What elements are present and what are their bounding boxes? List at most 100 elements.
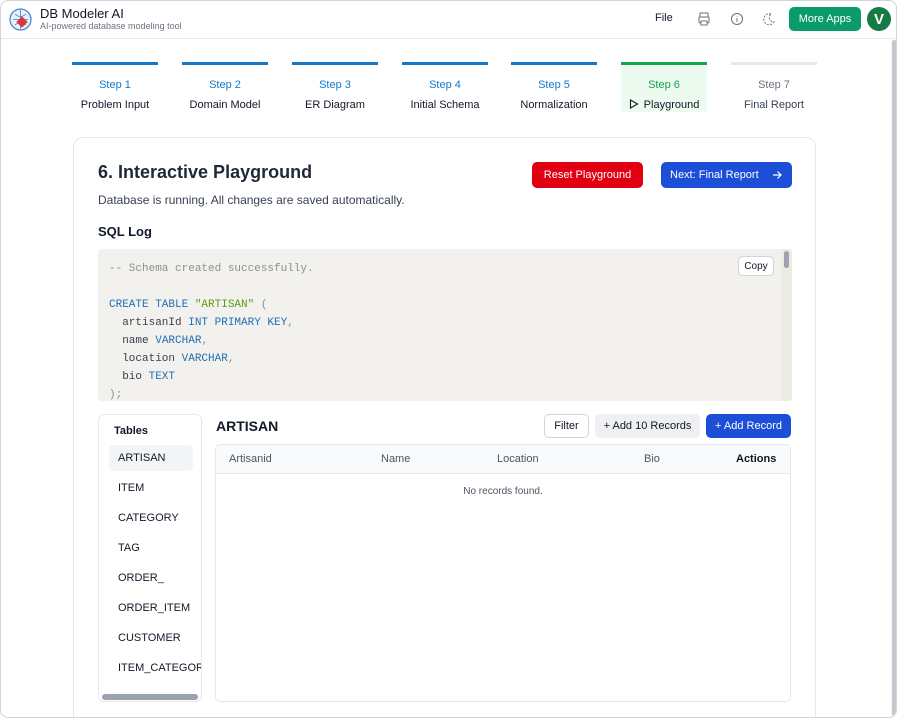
copy-button[interactable]: Copy — [738, 256, 774, 276]
play-icon — [629, 99, 639, 109]
code-token: VARCHAR — [155, 335, 202, 347]
avatar[interactable]: V — [867, 7, 891, 31]
code-line: location VARCHAR, — [109, 350, 314, 368]
table-title: ARTISAN — [216, 418, 279, 434]
print-icon[interactable] — [698, 12, 710, 26]
table-item[interactable]: ORDER_ — [118, 572, 164, 584]
code-line: artisanId INT PRIMARY KEY, — [109, 314, 314, 332]
header: DB Modeler AI AI-powered database modeli… — [1, 1, 896, 39]
code-line: ); — [109, 386, 314, 401]
page-scrollbar-thumb[interactable] — [892, 40, 896, 716]
code-token: TEXT — [148, 371, 176, 383]
code-token: INT PRIMARY KEY — [188, 317, 288, 329]
code-token: , — [227, 353, 235, 365]
page-scrollbar — [891, 38, 896, 717]
step-label: Problem Input — [72, 99, 158, 111]
next-button[interactable]: Next: Final Report — [661, 162, 792, 188]
code-line: CREATE TABLE "ARTISAN" ( — [109, 296, 314, 314]
step-label-text: Domain Model — [189, 99, 261, 111]
records-table: Artisanid Name Location Bio Actions No recor… — [215, 444, 791, 702]
code-token: ( — [254, 299, 268, 311]
step-label: Final Report — [731, 99, 817, 111]
next-label: Next: Final Report — [670, 169, 759, 181]
horizontal-scrollbar[interactable] — [102, 694, 198, 700]
scrollbar-thumb[interactable] — [784, 251, 789, 268]
step-number: Step 2 — [209, 79, 241, 91]
more-apps-button[interactable]: More Apps — [789, 7, 861, 31]
step-label-text: Playground — [643, 99, 700, 111]
code-line: name VARCHAR, — [109, 332, 314, 350]
step-label-text: ER Diagram — [305, 99, 365, 111]
column-header: Name — [381, 453, 411, 465]
step-label-text: Normalization — [520, 99, 588, 111]
status-text: Database is running. All changes are sav… — [98, 193, 405, 207]
column-header: Location — [497, 453, 539, 465]
column-header: Artisanid — [229, 453, 272, 465]
step-label-text: Final Report — [744, 99, 804, 111]
theme-icon[interactable] — [762, 12, 776, 26]
table-item[interactable]: CATEGORY — [118, 512, 179, 524]
app-subtitle: AI-powered database modeling tool — [40, 21, 182, 31]
code-line: -- Schema created successfully. — [109, 260, 314, 278]
panel-title: 6. Interactive Playground — [98, 162, 313, 182]
table-item[interactable]: ITEM_CATEGORY — [118, 662, 202, 674]
code-token: , — [201, 335, 209, 347]
table-item[interactable]: ARTISAN — [109, 445, 193, 471]
tables-sidebar: Tables ARTISAN ITEM CATEGORY TAG ORDER_ ORDER… — [98, 414, 202, 702]
step[interactable]: Step 7 Final Report — [731, 62, 817, 112]
sql-log: -- Schema created successfully. CREATE TA… — [98, 249, 792, 401]
tables-heading: Tables — [114, 425, 149, 437]
step[interactable]: Step 4 Initial Schema — [402, 62, 488, 112]
app-title: DB Modeler AI — [40, 6, 124, 21]
step[interactable]: Step 5 Normalization — [511, 62, 597, 112]
column-header: Bio — [644, 453, 660, 465]
table-header: Artisanid Name Location Bio Actions — [216, 445, 790, 474]
step-number: Step 5 — [538, 79, 570, 91]
empty-message: No records found. — [463, 486, 543, 497]
scrollbar-track — [782, 249, 792, 401]
code-token: bio — [109, 371, 149, 383]
step-number: Step 4 — [429, 79, 461, 91]
file-menu[interactable]: File — [655, 12, 673, 24]
add-record-button[interactable]: + Add Record — [706, 414, 791, 438]
code-token: artisanId — [109, 317, 189, 329]
step-number: Step 1 — [99, 79, 131, 91]
info-icon[interactable] — [730, 12, 744, 26]
step-label-text: Initial Schema — [410, 99, 480, 111]
code-token: VARCHAR — [181, 353, 228, 365]
table-item[interactable]: ORDER_ITEM — [118, 602, 191, 614]
step-label: Playground — [621, 99, 707, 111]
step-label: Normalization — [511, 99, 597, 111]
table-item[interactable]: CUSTOMER — [118, 632, 181, 644]
table-item[interactable]: ITEM — [118, 482, 145, 494]
sql-log-heading: SQL Log — [98, 224, 152, 239]
step-number: Step 3 — [319, 79, 351, 91]
code-token: name — [109, 335, 156, 347]
logo — [9, 8, 32, 31]
code-token: -- Schema created successfully. — [109, 263, 314, 275]
reset-button[interactable]: Reset Playground — [532, 162, 643, 188]
code-token: , — [287, 317, 294, 329]
step[interactable]: Step 6 Playground — [621, 62, 707, 112]
code-token: CREATE TABLE — [109, 299, 195, 311]
code-block: -- Schema created successfully. — [109, 260, 314, 278]
filter-button[interactable]: Filter — [544, 414, 589, 438]
code: -- Schema created successfully. CREATE TA… — [109, 260, 314, 401]
column-header: Actions — [736, 453, 777, 465]
step[interactable]: Step 1 Problem Input — [72, 62, 158, 112]
step-number: Step 6 — [648, 79, 680, 91]
code-token: "ARTISAN" — [194, 299, 255, 311]
code-line: bio TEXT — [109, 368, 314, 386]
step-label: Initial Schema — [402, 99, 488, 111]
code-token: location — [109, 353, 182, 365]
add-10-button[interactable]: + Add 10 Records — [595, 414, 700, 438]
step[interactable]: Step 2 Domain Model — [182, 62, 268, 112]
arrow-icon — [773, 171, 782, 179]
step-number: Step 7 — [758, 79, 790, 91]
step-label: Domain Model — [182, 99, 268, 111]
code-block: CREATE TABLE "ARTISAN" ( artisanId INT P… — [109, 296, 314, 401]
code-token: ); — [109, 389, 123, 401]
step[interactable]: Step 3 ER Diagram — [292, 62, 378, 112]
table-item[interactable]: TAG — [118, 542, 140, 554]
